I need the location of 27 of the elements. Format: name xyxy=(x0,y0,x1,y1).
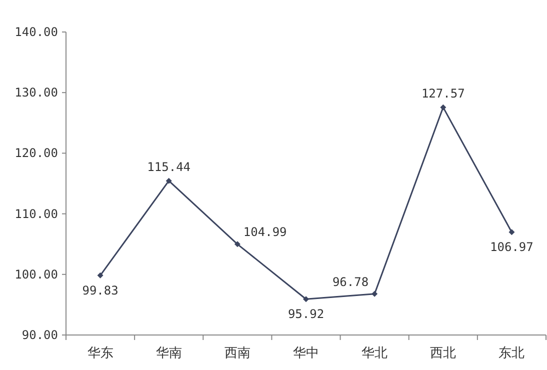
x-tick-label: 西北 xyxy=(430,346,456,361)
point xyxy=(97,272,104,278)
data-label: 96.78 xyxy=(332,274,369,289)
data-label: 127.57 xyxy=(421,86,465,100)
x-tick-label: 华北 xyxy=(362,346,388,361)
y-tick-label: 90.00 xyxy=(22,328,58,342)
x-tick-label: 西南 xyxy=(224,346,250,361)
data-label: 95.92 xyxy=(288,307,324,322)
data-label: 106.97 xyxy=(490,240,534,254)
y-tick-label: 140.00 xyxy=(14,25,58,39)
y-tick-label: 100.00 xyxy=(14,267,58,282)
point xyxy=(234,241,240,248)
data-label: 99.83 xyxy=(82,283,118,298)
point xyxy=(440,104,446,110)
x-tick-label: 华中 xyxy=(293,346,319,361)
point xyxy=(303,296,309,302)
y-tick-label: 120.00 xyxy=(14,146,58,160)
point xyxy=(166,178,172,184)
x-tick-label: 华南 xyxy=(156,346,182,361)
y-tick-label: 130.00 xyxy=(14,86,58,100)
x-tick-label: 东北 xyxy=(498,346,525,361)
data-label: 104.99 xyxy=(243,225,287,240)
point xyxy=(508,229,515,236)
y-tick-label: 110.00 xyxy=(14,206,58,221)
point xyxy=(372,290,378,297)
x-tick-label: 华东 xyxy=(87,346,114,361)
data-label: 115.44 xyxy=(147,160,191,174)
